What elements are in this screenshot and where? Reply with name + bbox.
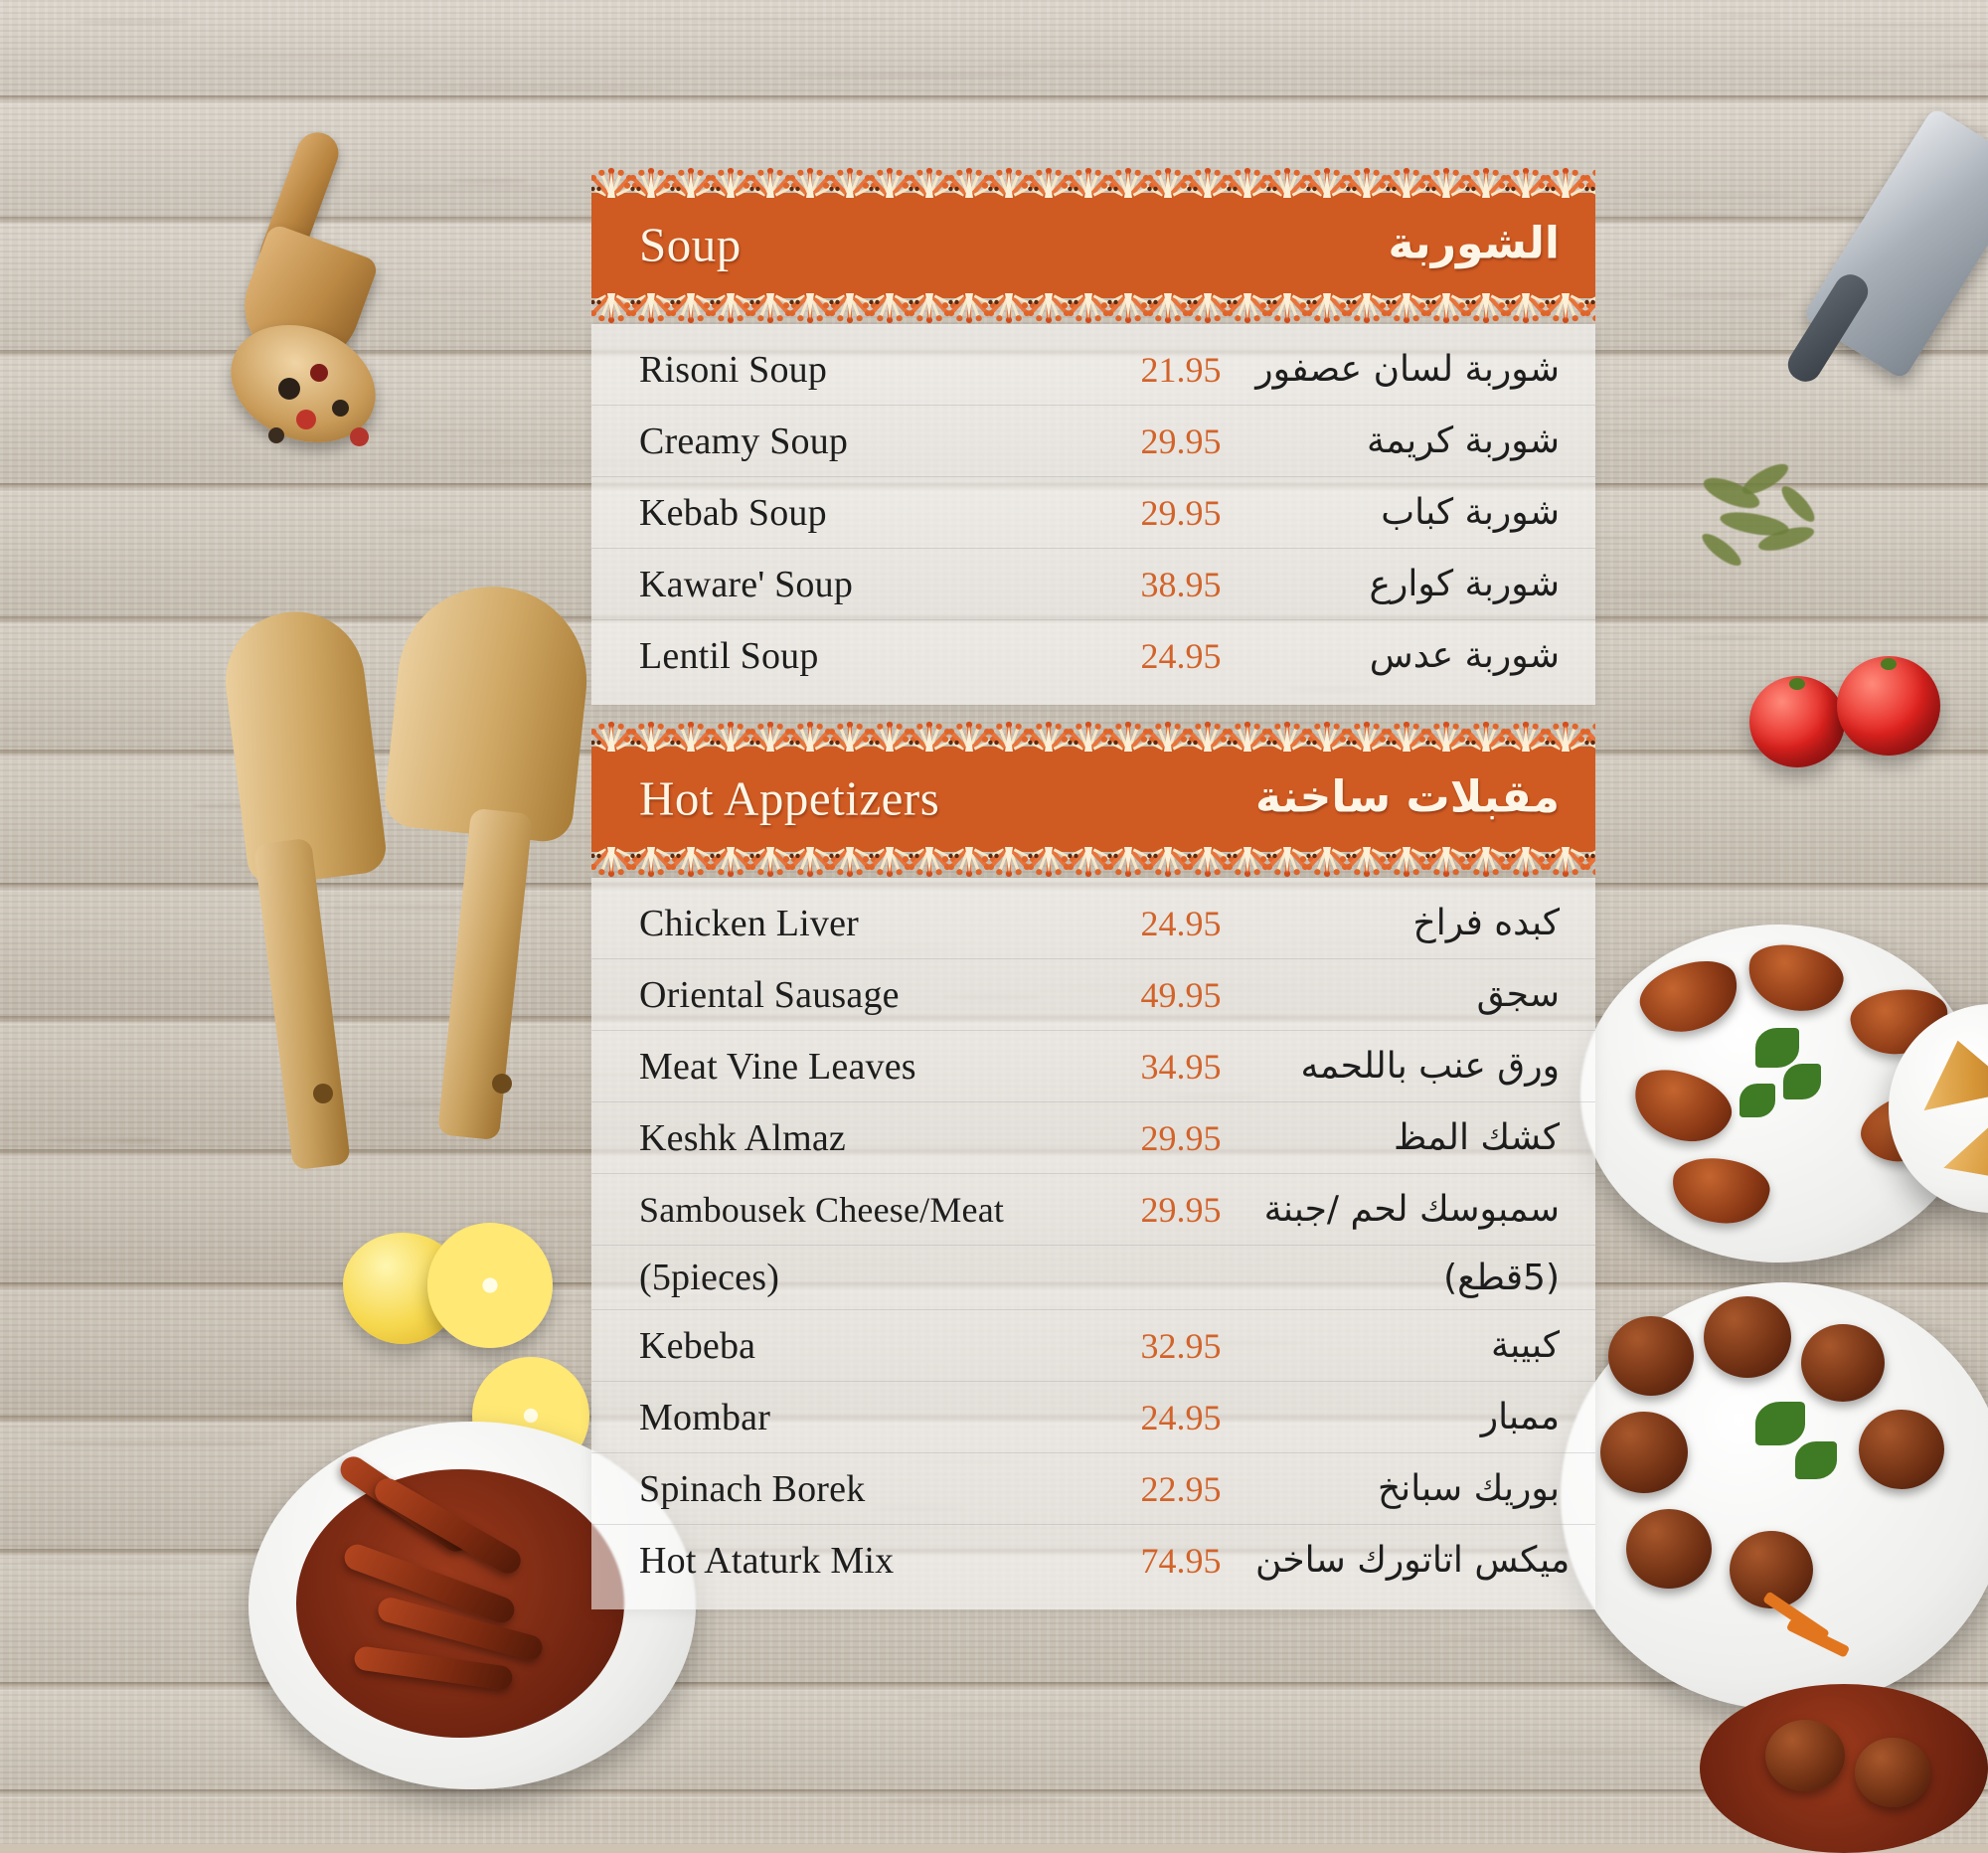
item-name-ar: شوربة كوارع xyxy=(1369,564,1560,604)
item-name-ar: شوربة كريمة xyxy=(1366,421,1560,461)
item-name-en: Spinach Borek xyxy=(639,1467,866,1510)
menu-item-row[interactable]: Oriental Sausage 49.95 سجق xyxy=(591,959,1595,1031)
item-name-en: Creamy Soup xyxy=(639,420,849,462)
section-header-band: Hot Appetizers مقبلات ساخنة xyxy=(591,757,1595,842)
item-price: 32.95 xyxy=(1140,1325,1222,1366)
item-name-en: Sambousek Cheese/Meat xyxy=(639,1189,1005,1230)
item-name-en: Hot Ataturk Mix xyxy=(639,1539,895,1582)
item-price: 24.95 xyxy=(1140,635,1222,676)
ornament-trim-top xyxy=(591,167,1595,203)
section-title-en: Soup xyxy=(639,217,742,272)
item-name-en: Lentil Soup xyxy=(639,634,819,677)
item-name-en: Mombar xyxy=(639,1396,771,1438)
metal-grater xyxy=(1781,106,1988,437)
menu-item-row[interactable]: Kebab Soup 29.95 شوربة كباب xyxy=(591,477,1595,549)
menu-item-row[interactable]: Lentil Soup 24.95 شوربة عدس xyxy=(591,620,1595,691)
item-name-ar: شوربة كباب xyxy=(1381,492,1560,533)
item-price: 29.95 xyxy=(1140,492,1222,533)
menu-item-row[interactable]: Chicken Liver 24.95 كبده فراخ xyxy=(591,888,1595,959)
menu-item-row-continuation: (5pieces) (5قطع) xyxy=(591,1246,1595,1310)
item-name-ar: ميكس اتاتورك ساخن xyxy=(1255,1540,1571,1581)
menu-item-row[interactable]: Hot Ataturk Mix 74.95 ميكس اتاتورك ساخن xyxy=(591,1525,1595,1596)
menu-item-row[interactable]: Kaware' Soup 38.95 شوربة كوارع xyxy=(591,549,1595,620)
item-price: 29.95 xyxy=(1140,1189,1222,1230)
item-price: 24.95 xyxy=(1140,903,1222,943)
item-name-ar: سجق xyxy=(1476,974,1560,1015)
ornament-trim-top xyxy=(591,721,1595,757)
menu-item-row[interactable]: Mombar 24.95 ممبار xyxy=(591,1382,1595,1453)
menu-section-hot-appetizers: Hot Appetizers مقبلات ساخنة Chicken Live… xyxy=(591,721,1595,1609)
menu-item-row[interactable]: Creamy Soup 29.95 شوربة كريمة xyxy=(591,406,1595,477)
item-name-ar: كبده فراخ xyxy=(1412,903,1560,943)
item-name-en: Keshk Almaz xyxy=(639,1116,846,1159)
section-title-en: Hot Appetizers xyxy=(639,770,940,826)
section-header-band: Soup الشوربة xyxy=(591,203,1595,288)
item-name-ar: (5قطع) xyxy=(1443,1257,1560,1298)
item-price: 21.95 xyxy=(1140,349,1222,390)
meatball-plate xyxy=(1561,1282,1988,1853)
item-price: 49.95 xyxy=(1140,974,1222,1015)
menu-item-row[interactable]: Keshk Almaz 29.95 كشك المظ xyxy=(591,1102,1595,1174)
item-name-ar: ورق عنب باللحمه xyxy=(1300,1046,1560,1087)
item-name-en: Chicken Liver xyxy=(639,902,860,944)
item-name-ar: ممبار xyxy=(1480,1397,1560,1437)
item-name-en: (5pieces) xyxy=(639,1257,780,1298)
item-name-ar: شوربة عدس xyxy=(1369,635,1560,676)
item-name-ar: سمبوسك لحم /جبنة xyxy=(1263,1189,1560,1230)
item-price: 38.95 xyxy=(1140,564,1222,604)
item-price: 34.95 xyxy=(1140,1046,1222,1087)
item-name-ar: كبيبة xyxy=(1490,1325,1560,1366)
item-name-en: Kebab Soup xyxy=(639,491,827,534)
wooden-spatula-pair xyxy=(164,577,631,1203)
item-name-en: Risoni Soup xyxy=(639,348,828,391)
ornament-trim-bottom xyxy=(591,288,1595,324)
menu-item-row[interactable]: Meat Vine Leaves 34.95 ورق عنب باللحمه xyxy=(591,1031,1595,1102)
item-price: 29.95 xyxy=(1140,1117,1222,1158)
section-title-ar: مقبلات ساخنة xyxy=(1255,771,1560,823)
item-name-en: Kaware' Soup xyxy=(639,563,854,605)
ornament-trim-bottom xyxy=(591,842,1595,878)
item-price: 24.95 xyxy=(1140,1397,1222,1437)
dried-herbs xyxy=(1680,452,1869,611)
item-name-ar: بوريك سبانخ xyxy=(1377,1468,1560,1509)
menu-item-list: Risoni Soup 21.95 شوربة لسان عصفور Cream… xyxy=(591,324,1595,705)
menu-item-list: Chicken Liver 24.95 كبده فراخ Oriental S… xyxy=(591,878,1595,1609)
menu-section-soup: Soup الشوربة Risoni Soup 21.95 شوربة لسا… xyxy=(591,167,1595,705)
item-name-ar: شوربة لسان عصفور xyxy=(1255,349,1560,390)
section-title-ar: الشوربة xyxy=(1388,218,1561,269)
item-name-en: Oriental Sausage xyxy=(639,973,900,1016)
item-name-en: Meat Vine Leaves xyxy=(639,1045,916,1088)
menu-item-row[interactable]: Sambousek Cheese/Meat 29.95 سمبوسك لحم /… xyxy=(591,1174,1595,1246)
item-price: 22.95 xyxy=(1140,1468,1222,1509)
item-price: 74.95 xyxy=(1140,1540,1222,1581)
item-name-en: Kebeba xyxy=(639,1324,756,1367)
item-price: 29.95 xyxy=(1140,421,1222,461)
menu-item-row[interactable]: Spinach Borek 22.95 بوريك سبانخ xyxy=(591,1453,1595,1525)
samosa-plate xyxy=(1889,1004,1988,1233)
red-tomatoes xyxy=(1749,656,1978,785)
menu-item-row[interactable]: Kebeba 32.95 كبيبة xyxy=(591,1310,1595,1382)
item-name-ar: كشك المظ xyxy=(1394,1117,1560,1158)
menu-item-row[interactable]: Risoni Soup 21.95 شوربة لسان عصفور xyxy=(591,334,1595,406)
wooden-spice-scoop xyxy=(213,126,537,464)
